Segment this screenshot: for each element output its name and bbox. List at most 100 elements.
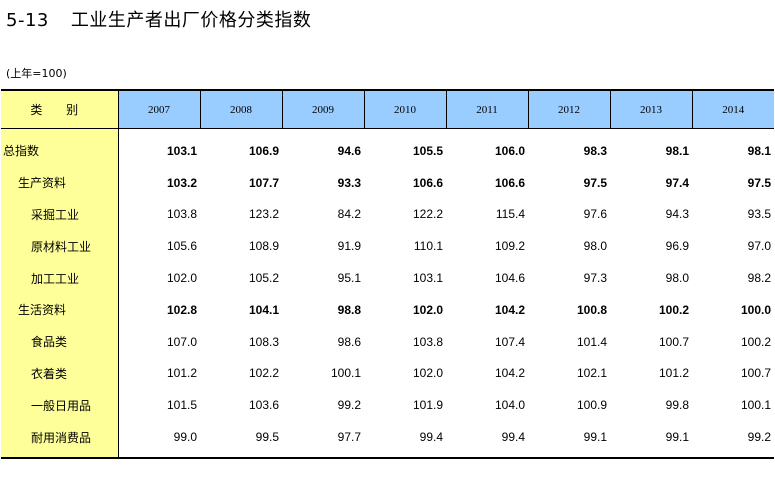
value-cell: 99.5	[200, 421, 282, 459]
page-title: 5-13 工业生产者出厂价格分类指数	[6, 6, 311, 32]
table-number: 5-13	[6, 10, 49, 31]
value-cell: 100.8	[576, 302, 607, 317]
row-label: 加工工业	[31, 271, 80, 286]
value-cell: 100.1	[330, 366, 361, 381]
value-cell: 99.4	[364, 421, 446, 459]
value-cell: 108.3	[248, 334, 279, 349]
table-title: 工业生产者出厂价格分类指数	[70, 10, 312, 31]
value-cell: 107.7	[248, 175, 279, 190]
value-cell: 103.6	[248, 398, 279, 413]
row-label-cell: 原材料工业	[1, 230, 119, 263]
value-cell: 99.2	[692, 421, 774, 459]
value-cell: 101.4	[576, 334, 607, 349]
year-header: 2014	[691, 89, 774, 129]
year-header: 2008	[199, 89, 282, 129]
value-cell: 106.0	[494, 143, 525, 158]
table-row: 生产资料 103.2 107.7 93.3 106.6 106.6 97.5 97.4 97.5	[1, 166, 774, 199]
value-cell: 123.2	[248, 207, 279, 222]
value-cell: 102.1	[576, 366, 607, 381]
value-cell: 99.4	[446, 421, 528, 459]
value-cell: 98.2	[747, 271, 771, 286]
value-cell: 97.3	[583, 271, 607, 286]
value-cell: 102.0	[412, 302, 443, 317]
value-cell: 100.2	[658, 302, 689, 317]
value-cell: 105.6	[166, 239, 197, 254]
row-label: 食品类	[31, 335, 68, 350]
value-cell: 106.9	[248, 143, 279, 158]
row-label: 生活资料	[18, 303, 67, 318]
year-header: 2007	[117, 89, 200, 129]
value-cell: 98.8	[337, 302, 361, 317]
value-cell: 97.6	[583, 207, 607, 222]
row-label: 耐用消费品	[31, 430, 92, 445]
value-cell: 99.1	[610, 421, 692, 459]
table-body: 总指数 103.1 106.9 94.6 105.5 106.0 98.3 98.1 98.1 生…	[1, 128, 774, 459]
value-cell: 106.6	[412, 175, 443, 190]
value-cell: 94.6	[337, 143, 361, 158]
value-cell: 100.0	[740, 302, 771, 317]
value-cell: 108.9	[248, 239, 279, 254]
value-cell: 91.9	[337, 239, 361, 254]
table-row: 衣着类 101.2 102.2 100.1 102.0 104.2 102.1 101.2 10…	[1, 357, 774, 390]
value-cell: 98.6	[337, 334, 361, 349]
category-header: 类 别	[1, 89, 119, 129]
value-cell: 93.3	[337, 175, 361, 190]
row-label: 一般日用品	[31, 398, 92, 413]
table-row: 生活资料 102.8 104.1 98.8 102.0 104.2 100.8 100.2 10…	[1, 293, 774, 326]
value-cell: 102.0	[412, 366, 443, 381]
value-cell: 103.2	[166, 175, 197, 190]
year-header: 2009	[281, 89, 364, 129]
value-cell: 98.0	[583, 239, 607, 254]
value-cell: 101.9	[412, 398, 443, 413]
year-header: 2010	[363, 89, 446, 129]
row-label-cell: 总指数	[1, 128, 119, 167]
year-header: 2012	[527, 89, 610, 129]
value-cell: 107.4	[494, 334, 525, 349]
value-cell: 100.1	[740, 398, 771, 413]
value-cell: 100.7	[658, 334, 689, 349]
table-row: 原材料工业 105.6 108.9 91.9 110.1 109.2 98.0 96.9 97.…	[1, 230, 774, 263]
value-cell: 93.5	[747, 207, 771, 222]
header-row: 类 别 2007 2008 2009 2010 2011 2012 2013 2…	[1, 89, 774, 129]
row-label-cell: 加工工业	[1, 262, 119, 294]
row-label-cell: 生产资料	[1, 166, 119, 199]
value-cell: 98.1	[747, 143, 771, 158]
value-cell: 100.2	[740, 334, 771, 349]
value-cell: 102.8	[166, 302, 197, 317]
base-note: (上年=100)	[6, 67, 67, 80]
value-cell: 99.2	[337, 398, 361, 413]
table-row: 采掘工业 103.8 123.2 84.2 122.2 115.4 97.6 94.3 93.5	[1, 198, 774, 231]
value-cell: 84.2	[337, 207, 361, 222]
value-cell: 103.8	[412, 334, 443, 349]
value-cell: 103.1	[166, 143, 197, 158]
value-cell: 97.5	[583, 175, 607, 190]
table-row: 耐用消费品 99.0 99.5 97.7 99.4 99.4 99.1 99.1 99.2	[1, 421, 774, 459]
value-cell: 97.7	[282, 421, 364, 459]
value-cell: 103.1	[412, 271, 443, 286]
value-cell: 104.2	[494, 366, 525, 381]
value-cell: 106.6	[494, 175, 525, 190]
table-row: 加工工业 102.0 105.2 95.1 103.1 104.6 97.3 98.0 98.2	[1, 262, 774, 294]
value-cell: 104.0	[494, 398, 525, 413]
value-cell: 97.4	[665, 175, 689, 190]
value-cell: 109.2	[494, 239, 525, 254]
value-cell: 98.0	[665, 271, 689, 286]
value-cell: 103.8	[166, 207, 197, 222]
value-cell: 104.1	[248, 302, 279, 317]
table-row: 一般日用品 101.5 103.6 99.2 101.9 104.0 100.9 99.8 10…	[1, 389, 774, 422]
value-cell: 99.0	[118, 421, 200, 459]
row-label: 采掘工业	[31, 207, 80, 222]
value-cell: 97.5	[747, 175, 771, 190]
value-cell: 107.0	[166, 334, 197, 349]
value-cell: 100.9	[576, 398, 607, 413]
value-cell: 101.2	[166, 366, 197, 381]
row-label-cell: 衣着类	[1, 357, 119, 390]
value-cell: 101.5	[166, 398, 197, 413]
value-cell: 110.1	[413, 239, 443, 254]
value-cell: 97.0	[747, 239, 771, 254]
value-cell: 102.2	[248, 366, 279, 381]
value-cell: 99.1	[528, 421, 610, 459]
value-cell: 105.2	[248, 271, 279, 286]
row-label: 原材料工业	[31, 239, 92, 254]
value-cell: 122.2	[412, 207, 443, 222]
